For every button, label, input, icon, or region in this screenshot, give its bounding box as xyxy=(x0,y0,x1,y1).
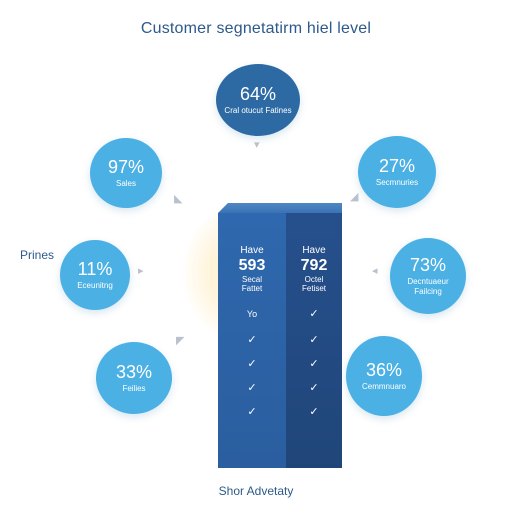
segment-bubble-right: 73% Decntuaeur Failcing xyxy=(390,238,466,314)
arrow-diagonal-icon: ◤ xyxy=(176,335,185,347)
column-number: 792 xyxy=(300,257,328,274)
check-icon: ✓ xyxy=(309,308,319,320)
arrow-diagonal-icon: ◣ xyxy=(174,193,183,205)
segment-label: Feilies xyxy=(122,384,146,393)
segment-label: Sales xyxy=(115,179,136,188)
segment-percent: 33% xyxy=(115,362,153,382)
panel-top-face xyxy=(218,203,342,213)
column-sub-2: Fetiset xyxy=(301,284,326,293)
segment-label: Eceunitng xyxy=(77,281,113,290)
footer-caption: Shor Advetaty xyxy=(218,484,294,498)
segment-bubble-lower-left: 33% Feilies xyxy=(96,342,172,414)
arrow-right-icon: ▸ xyxy=(138,265,144,277)
panel-column-right: Have 792 Octel Fetiset ✓ ✓ ✓ ✓ ✓ xyxy=(286,213,342,468)
check-icon: ✓ xyxy=(247,382,257,394)
segment-bubble-top: 64% Cral otucut Fatines xyxy=(216,64,300,136)
check-icon: ✓ xyxy=(309,406,319,418)
segment-label: Cral otucut Fatines xyxy=(224,106,292,115)
column-sub-1: Octel xyxy=(304,275,324,284)
check-icon: ✓ xyxy=(309,382,319,394)
segment-bubble-sales: 97% Sales xyxy=(90,138,162,208)
segment-percent: 64% xyxy=(239,84,277,104)
column-keyword: Have xyxy=(302,245,326,256)
page-title: Customer segnetatirm hiel level xyxy=(140,20,372,37)
column-header: Have 593 Secal Fattet xyxy=(218,245,286,293)
check-icon: ✓ xyxy=(247,358,257,370)
arrow-diagonal-icon: ◢ xyxy=(350,191,359,203)
segment-percent: 73% xyxy=(409,255,447,275)
segment-bubble-upper-right: 27% Secmnuries xyxy=(358,136,436,208)
comparison-panel: Have 593 Secal Fattet Yo ✓ ✓ ✓ ✓ Have 79… xyxy=(218,203,342,468)
side-label: Prines xyxy=(20,248,55,262)
column-note: Yo xyxy=(246,309,258,319)
segment-percent: 27% xyxy=(378,156,416,176)
segment-percent: 11% xyxy=(77,259,113,279)
check-icon: ✓ xyxy=(247,406,257,418)
column-sub-1: Secal xyxy=(241,275,262,284)
column-header: Have 792 Octel Fetiset xyxy=(286,245,342,293)
check-icon: ✓ xyxy=(309,334,319,346)
column-number: 593 xyxy=(238,257,266,274)
segment-label: Secmnuries xyxy=(375,178,419,187)
column-sub-2: Fattet xyxy=(241,284,263,293)
check-icon: ✓ xyxy=(247,334,257,346)
segment-bubble-left: 11% Eceunitng xyxy=(60,240,130,310)
check-icon: ✓ xyxy=(309,358,319,370)
arrow-left-icon: ◂ xyxy=(372,265,378,277)
panel-column-left: Have 593 Secal Fattet Yo ✓ ✓ ✓ ✓ xyxy=(218,213,286,468)
segment-bubble-lower-right: 36% Cemmnuaro xyxy=(346,336,422,416)
segment-label: Cemmnuaro xyxy=(361,382,406,391)
column-keyword: Have xyxy=(240,245,264,256)
segment-label: Decntuaeur Failcing xyxy=(407,277,449,296)
segment-percent: 97% xyxy=(107,157,145,177)
segment-percent: 36% xyxy=(365,360,403,380)
arrow-down-icon: ▾ xyxy=(254,139,260,151)
